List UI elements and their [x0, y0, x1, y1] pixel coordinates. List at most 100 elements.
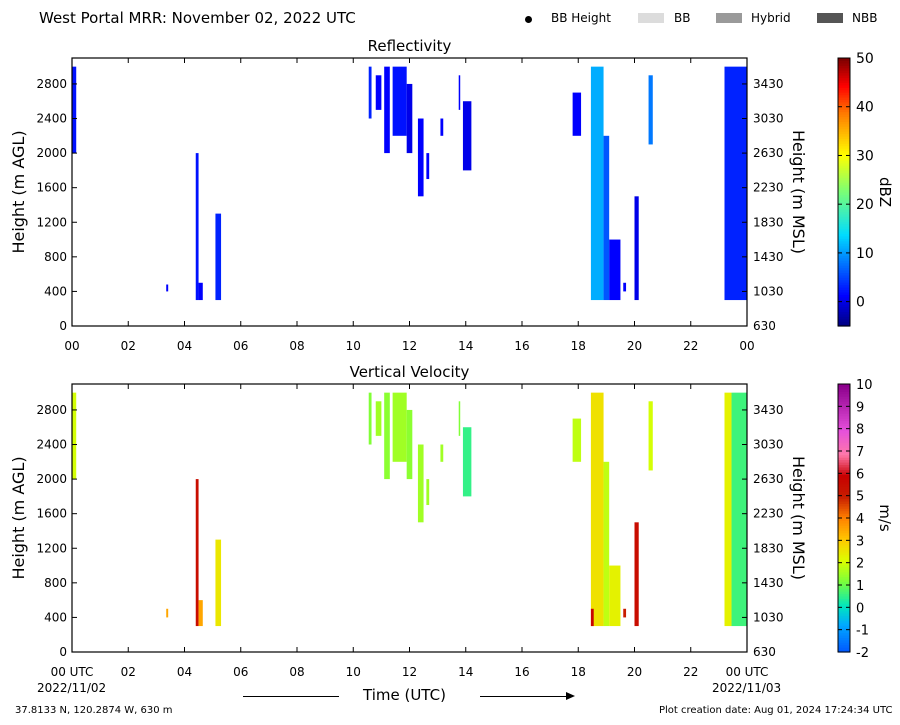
colorbar-cell-1-57 [838, 510, 850, 514]
colorbar-cell-0-27 [838, 257, 850, 261]
colorbar-cell-1-40 [838, 552, 850, 556]
colorbar-cell-0-80 [838, 128, 850, 132]
colorbar-cell-1-4 [838, 639, 850, 643]
colorbar-cell-0-91 [838, 101, 850, 105]
colorbar-cell-1-109 [838, 384, 850, 388]
colorbar-cell-0-67 [838, 160, 850, 164]
colorbar-cell-1-20 [838, 600, 850, 604]
echo-cell-1-18 [603, 461, 610, 627]
x-tick-label-0-12: 00 [739, 339, 754, 353]
colorbar-cell-1-44 [838, 542, 850, 546]
legend-swatch-nbb [817, 13, 843, 23]
colorbar-cell-0-85 [838, 116, 850, 120]
colorbar-cell-1-56 [838, 513, 850, 517]
colorbar-cell-1-71 [838, 476, 850, 480]
colorbar-cell-0-51 [838, 199, 850, 203]
colorbar-cell-0-84 [838, 118, 850, 122]
colorbar-cell-1-85 [838, 442, 850, 446]
colorbar-cell-1-99 [838, 408, 850, 412]
x-tick-label-0-0: 00 [64, 339, 79, 353]
colorbar-cell-0-98 [838, 84, 850, 88]
colorbar-cell-1-62 [838, 498, 850, 502]
legend-swatch-hybrid [716, 13, 742, 23]
y-tick-label-0-5: 2000 [36, 146, 67, 160]
x-tick-label-0-6: 12 [402, 339, 417, 353]
panel-title-0: Reflectivity [368, 37, 452, 55]
colorbar-cell-1-75 [838, 466, 850, 470]
x-tick-label-0-10: 20 [627, 339, 642, 353]
colorbar-cell-0-10 [838, 299, 850, 303]
echo-cell-0-3 [198, 282, 203, 301]
colorbar-cell-0-73 [838, 145, 850, 149]
colorbar-cell-0-57 [838, 184, 850, 188]
x-tick-label-0-4: 08 [289, 339, 304, 353]
y-tick-label-1-4: 1600 [36, 507, 67, 521]
colorbar-cell-1-102 [838, 401, 850, 405]
colorbar-cell-1-17 [838, 608, 850, 612]
echo-cell-1-22 [648, 401, 653, 471]
echo-cell-0-10 [417, 118, 424, 197]
colorbar-cell-1-100 [838, 405, 850, 409]
colorbar-cell-1-97 [838, 413, 850, 417]
colorbar-label-0: dBZ [876, 177, 894, 207]
colorbar-cell-0-103 [838, 72, 850, 76]
colorbar-cell-1-68 [838, 483, 850, 487]
x-tick-label-0-8: 16 [514, 339, 529, 353]
colorbar-cell-0-30 [838, 250, 850, 254]
colorbar-cell-0-47 [838, 209, 850, 213]
y2-tick-label-1-2: 1430 [753, 576, 784, 590]
x-tick-label-1-0: 00 UTC [51, 665, 94, 679]
colorbar-tick-label-1-11: 9 [856, 400, 864, 415]
y2-tick-label-0-2: 1430 [753, 250, 784, 264]
colorbar-cell-1-60 [838, 503, 850, 507]
x-tick-label-1-1: 02 [121, 665, 136, 679]
colorbar-cell-0-19 [838, 277, 850, 281]
colorbar-cell-1-89 [838, 432, 850, 436]
colorbar-cell-1-106 [838, 391, 850, 395]
colorbar-cell-1-29 [838, 578, 850, 582]
colorbar-cell-0-37 [838, 233, 850, 237]
echo-cell-0-6 [375, 75, 382, 110]
colorbar-cell-0-40 [838, 226, 850, 230]
echo-cell-1-2 [195, 479, 199, 627]
colorbar-cell-1-27 [838, 583, 850, 587]
echo-cell-1-15 [572, 418, 582, 462]
colorbar-cell-0-46 [838, 211, 850, 215]
colorbar-cell-0-109 [838, 58, 850, 62]
colorbar-cell-0-12 [838, 294, 850, 298]
colorbar-tick-label-1-10: 8 [856, 423, 864, 438]
x-tick-label-0-9: 18 [571, 339, 586, 353]
colorbar-cell-0-94 [838, 94, 850, 98]
echo-cell-1-5 [368, 392, 372, 445]
colorbar-cell-0-78 [838, 133, 850, 137]
colorbar-tick-label-1-5: 3 [856, 534, 864, 549]
y2-tick-label-0-3: 1830 [753, 215, 784, 229]
echo-cell-0-7 [384, 66, 390, 154]
y-tick-label-0-4: 1600 [36, 181, 67, 195]
colorbar-cell-1-76 [838, 464, 850, 468]
colorbar-cell-0-75 [838, 140, 850, 144]
colorbar-cell-0-59 [838, 179, 850, 183]
y2-tick-label-1-3: 1830 [753, 541, 784, 555]
colorbar-cell-0-18 [838, 279, 850, 283]
legend-label-bb-height: BB Height [551, 11, 611, 25]
colorbar-cell-1-67 [838, 486, 850, 490]
colorbar-cell-1-51 [838, 525, 850, 529]
y-tick-label-0-6: 2400 [36, 112, 67, 126]
x-tick-label-0-3: 06 [233, 339, 248, 353]
colorbar-cell-1-103 [838, 398, 850, 402]
colorbar-cell-1-96 [838, 415, 850, 419]
colorbar-cell-0-79 [838, 131, 850, 135]
echo-cell-1-16 [590, 392, 604, 627]
colorbar-cell-1-78 [838, 459, 850, 463]
colorbar-cell-1-84 [838, 444, 850, 448]
colorbar-cell-1-6 [838, 634, 850, 638]
y2-axis-label-1: Height (m MSL) [789, 456, 808, 580]
colorbar-cell-1-45 [838, 539, 850, 543]
colorbar-cell-1-19 [838, 603, 850, 607]
echo-cell-0-17 [603, 135, 610, 301]
colorbar-cell-1-54 [838, 518, 850, 522]
echo-cell-1-23 [724, 392, 732, 627]
colorbar-cell-0-33 [838, 243, 850, 247]
panel-title-1: Vertical Velocity [350, 363, 470, 381]
